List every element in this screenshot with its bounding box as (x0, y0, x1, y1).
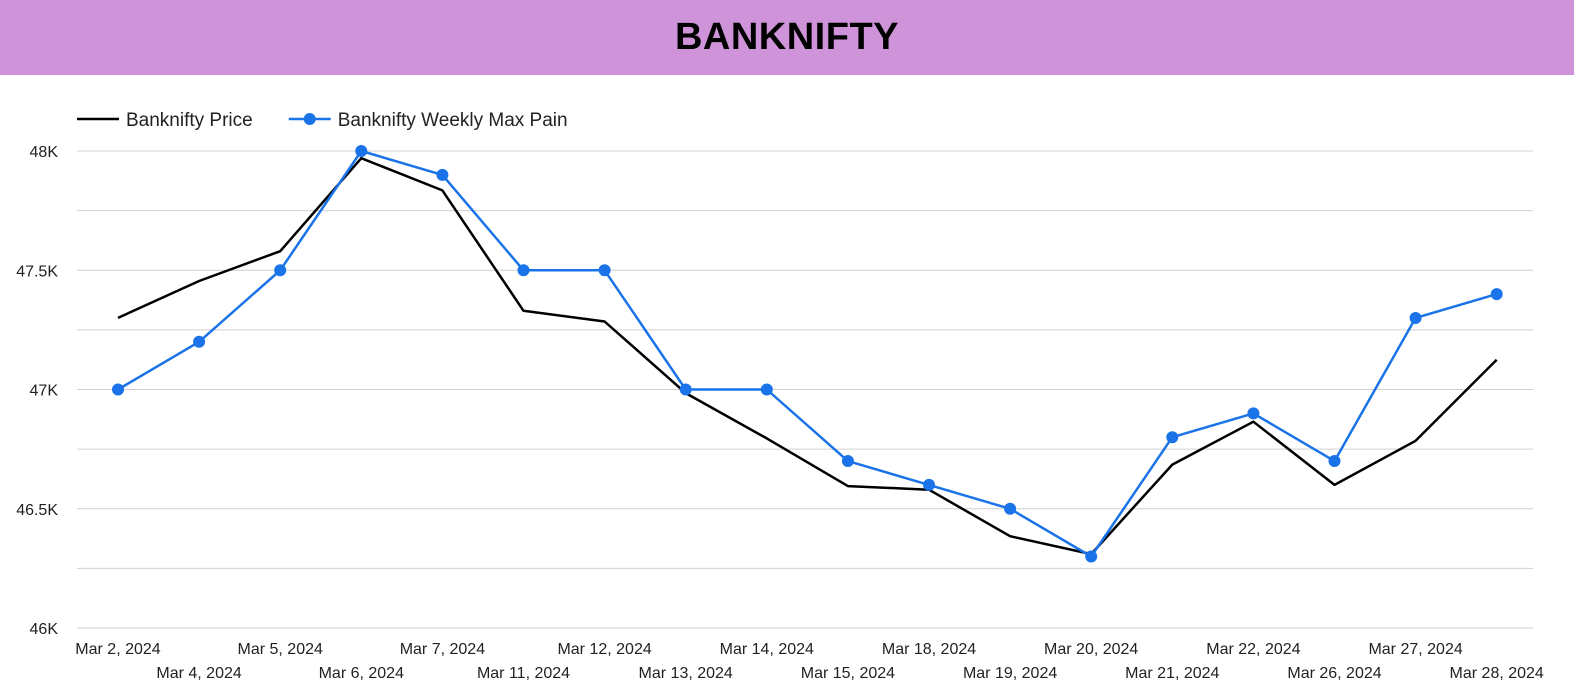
legend-marker-2 (303, 113, 316, 125)
data-point-series-2 (274, 264, 287, 277)
chart-header: BANKNIFTY (0, 0, 1574, 75)
data-point-series-2 (1247, 407, 1260, 420)
data-point-series-2 (1004, 502, 1017, 515)
data-point-series-2 (517, 264, 530, 277)
legend-label-2: Banknifty Weekly Max Pain (338, 110, 568, 131)
x-tick-label: Mar 28, 2024 (1450, 665, 1544, 682)
x-tick-label: Mar 22, 2024 (1206, 641, 1300, 658)
x-tick-label: Mar 15, 2024 (801, 665, 895, 682)
data-point-series-2 (1490, 288, 1503, 301)
data-point-series-2 (193, 335, 206, 348)
data-point-series-2 (1085, 550, 1098, 563)
x-tick-label: Mar 6, 2024 (319, 665, 404, 682)
x-tick-label: Mar 14, 2024 (720, 641, 814, 658)
data-point-series-2 (355, 145, 368, 157)
x-tick-label: Mar 2, 2024 (75, 641, 160, 658)
x-tick-label: Mar 11, 2024 (477, 665, 570, 682)
y-tick-label: 46K (30, 621, 59, 638)
x-tick-label: Mar 21, 2024 (1125, 665, 1219, 682)
data-point-series-2 (841, 455, 854, 468)
x-tick-label: Mar 5, 2024 (238, 641, 323, 658)
x-tick-label: Mar 27, 2024 (1368, 641, 1462, 658)
y-tick-label: 47.5K (16, 263, 58, 280)
x-tick-label: Mar 26, 2024 (1287, 665, 1381, 682)
data-point-series-2 (1166, 431, 1179, 444)
chart-title: BANKNIFTY (674, 16, 900, 58)
y-tick-label: 47K (30, 383, 59, 400)
y-tick-label: 46.5K (16, 502, 58, 519)
data-point-series-2 (112, 383, 124, 396)
series-line-1 (117, 156, 1498, 556)
x-tick-label: Mar 4, 2024 (156, 665, 241, 682)
data-point-series-2 (923, 478, 935, 491)
data-point-series-2 (436, 168, 449, 181)
x-tick-label: Mar 20, 2024 (1044, 641, 1138, 658)
series-line-2 (117, 149, 1498, 558)
data-point-series-2 (1328, 455, 1341, 468)
x-tick-label: Mar 18, 2024 (882, 641, 976, 658)
data-point-series-2 (1409, 311, 1422, 324)
legend-label-1: Banknifty Price (126, 110, 253, 131)
data-point-series-2 (598, 264, 611, 277)
data-point-series-2 (679, 383, 692, 396)
y-tick-label: 48K (30, 144, 59, 161)
x-tick-label: Mar 7, 2024 (400, 641, 485, 658)
data-point-series-2 (760, 383, 773, 396)
x-tick-label: Mar 13, 2024 (639, 665, 733, 682)
x-tick-label: Mar 12, 2024 (557, 641, 651, 658)
x-tick-label: Mar 19, 2024 (963, 665, 1057, 682)
